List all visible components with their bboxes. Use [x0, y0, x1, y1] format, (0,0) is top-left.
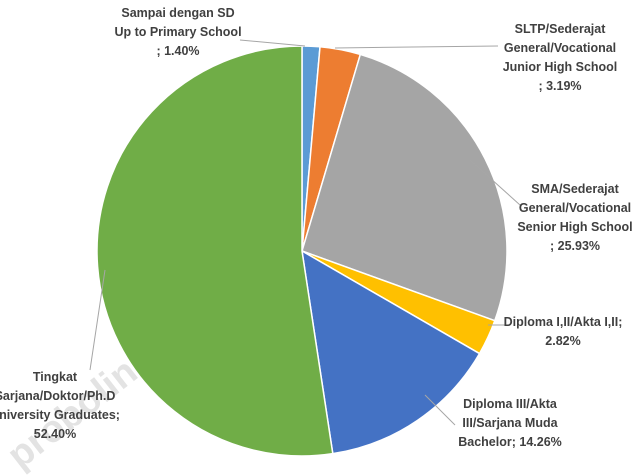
- data-label: Diploma III/Akta III/Sarjana Muda Bachelor…: [458, 397, 562, 449]
- label-line: Sarjana/Doktor/Ph.D: [0, 389, 115, 403]
- value-label: ; 1.40%: [156, 44, 199, 58]
- label-line: Up to Primary School: [114, 25, 241, 39]
- value-label: ; 25.93%: [550, 239, 600, 253]
- label-line: Tingkat: [33, 370, 78, 384]
- leader-line: [334, 45, 499, 49]
- leader-line: [239, 39, 306, 47]
- label-line: SMA/Sederajat: [531, 182, 619, 196]
- label-line: University Graduates;: [0, 408, 120, 422]
- data-label: Diploma I,II/Akta I,II; 2.82%: [504, 315, 623, 348]
- label-line: Senior High School: [517, 220, 632, 234]
- label-line: General/Vocational: [504, 41, 616, 55]
- label-line: III/Sarjana Muda: [462, 416, 558, 430]
- label-line: Junior High School: [503, 60, 618, 74]
- label-line: Sampai dengan SD: [121, 6, 234, 20]
- label-line: Diploma III/Akta: [463, 397, 558, 411]
- label-line: Bachelor: [458, 435, 512, 449]
- value-label: ; 14.26%: [512, 435, 562, 449]
- label-line: General/Vocational: [519, 201, 631, 215]
- leader-line: [89, 269, 106, 371]
- value-label: ; 3.19%: [538, 79, 581, 93]
- pie-slice: [96, 45, 334, 457]
- data-label: SMA/Sederajat General/Vocational Senior Hi…: [517, 182, 632, 253]
- value-label: 52.40%: [34, 427, 76, 441]
- data-label: Tingkat Sarjana/Doktor/Ph.D University Gra…: [0, 370, 120, 441]
- data-label: Sampai dengan SD Up to Primary School ; 1.…: [114, 6, 241, 58]
- value-label: 2.82%: [545, 334, 580, 348]
- pie-slice: [301, 249, 481, 455]
- leader-line: [469, 159, 521, 206]
- pie-slice: [301, 53, 508, 322]
- data-label: SLTP/Sederajat General/Vocational Junior H…: [503, 22, 618, 93]
- label-line: SLTP/Sederajat: [515, 22, 607, 36]
- leader-line: [424, 394, 456, 426]
- label-line: Diploma I,II/Akta I,II;: [504, 315, 623, 329]
